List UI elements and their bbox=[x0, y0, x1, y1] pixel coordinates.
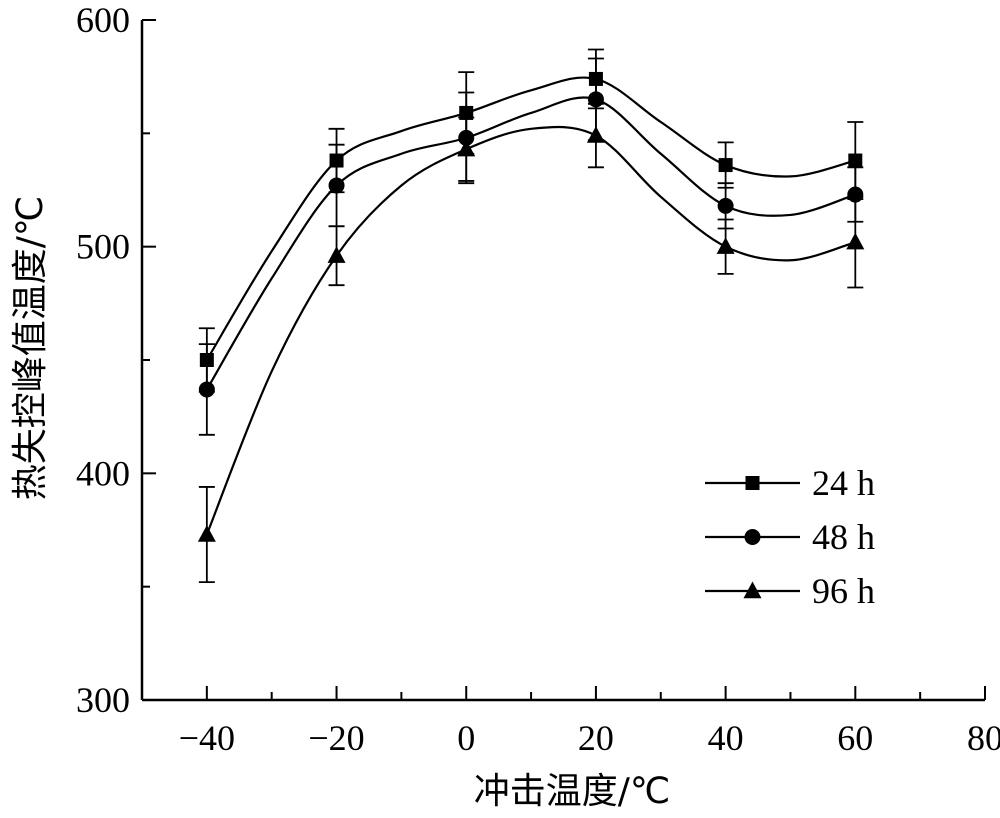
y-tick-label: 500 bbox=[76, 227, 130, 267]
data-point-48h bbox=[328, 177, 345, 194]
x-ticks: −40 −20 0 20 40 60 80 bbox=[179, 686, 1000, 758]
legend: 24 h 48 h 96 h bbox=[705, 463, 875, 611]
legend-label: 96 h bbox=[812, 571, 875, 611]
x-tick-label: 80 bbox=[967, 718, 1000, 758]
series-48h bbox=[198, 57, 864, 436]
legend-label: 24 h bbox=[812, 463, 875, 503]
y-tick-label: 600 bbox=[76, 0, 130, 40]
series-line-48h bbox=[205, 96, 856, 391]
x-axis-title: 冲击温度/℃ bbox=[474, 771, 671, 812]
data-point-24h bbox=[848, 153, 863, 168]
data-point-96h bbox=[457, 139, 476, 157]
data-point-48h bbox=[847, 186, 864, 203]
y-tick-label: 400 bbox=[76, 453, 130, 493]
y-ticks: 300 400 500 600 bbox=[76, 0, 156, 720]
x-tick-label: 0 bbox=[457, 718, 475, 758]
legend-marker bbox=[744, 529, 761, 545]
legend-marker bbox=[743, 581, 762, 599]
series-24h bbox=[198, 48, 864, 393]
data-point-96h bbox=[327, 246, 346, 263]
x-tick-label: −40 bbox=[179, 718, 235, 758]
x-tick-label: 20 bbox=[578, 718, 614, 758]
series-line-96h bbox=[205, 125, 856, 535]
data-point-96h bbox=[586, 126, 605, 143]
data-point-96h bbox=[846, 232, 865, 250]
legend-item-48h: 48 h bbox=[705, 517, 875, 557]
data-point-48h bbox=[198, 381, 215, 398]
data-point-24h bbox=[718, 158, 733, 173]
legend-item-24h: 24 h bbox=[705, 463, 875, 503]
series-line-24h bbox=[205, 76, 856, 361]
series-96h bbox=[197, 102, 865, 584]
data-point-48h bbox=[717, 197, 734, 214]
x-tick-label: 60 bbox=[837, 718, 873, 758]
x-tick-label: 40 bbox=[708, 718, 744, 758]
legend-marker bbox=[745, 476, 760, 490]
legend-item-96h: 96 h bbox=[705, 571, 875, 611]
y-tick-label: 300 bbox=[76, 680, 130, 720]
x-tick-label: −20 bbox=[308, 718, 364, 758]
data-point-96h bbox=[716, 237, 735, 254]
legend-label: 48 h bbox=[812, 517, 875, 557]
y-axis-title: 热失控峰值温度/℃ bbox=[10, 196, 51, 501]
series-layer bbox=[197, 48, 865, 584]
data-point-96h bbox=[197, 525, 216, 542]
